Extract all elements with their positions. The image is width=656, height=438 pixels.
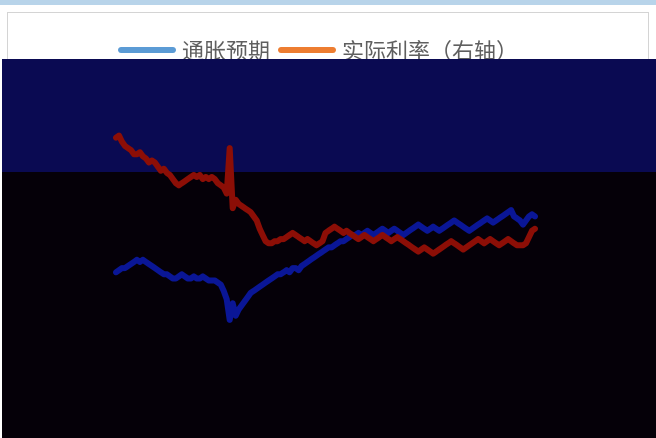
plot-area: [2, 59, 656, 438]
top-divider: [0, 0, 656, 5]
plot-background-lower: [2, 172, 656, 438]
line-inflation-expectation: [113, 207, 538, 323]
line-real-interest-rate: [113, 132, 538, 257]
plot-background-upper: [2, 59, 656, 172]
legend-swatch-real-interest-rate: [278, 47, 337, 53]
legend-swatch-inflation-expectation: [118, 47, 176, 53]
